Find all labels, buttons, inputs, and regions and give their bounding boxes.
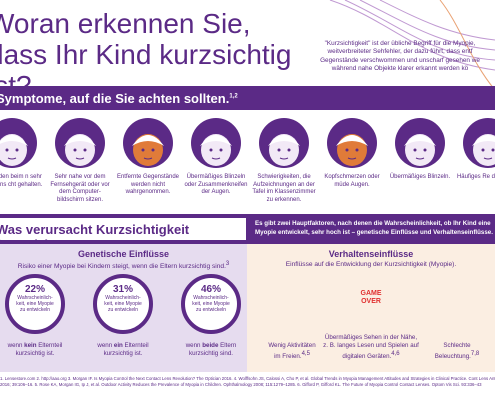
caption: Übermäßiges Sehen in der Nähe, z. B. lan…	[316, 334, 426, 361]
circle-text: Wahrscheinlich- keit, eine Myopie zu ent…	[16, 295, 54, 313]
caption-text: Übermäßiges Sehen in der Nähe, z. B. lan…	[323, 334, 419, 361]
mouth	[143, 157, 153, 160]
hair	[336, 135, 368, 146]
eye	[423, 148, 427, 152]
symptoms-heading: Symptome, auf die Sie achten sollten.1,2	[0, 91, 238, 106]
eye	[209, 148, 213, 152]
causes-heading: Was verursacht Kurzsichtigkeit (Myopie)?	[0, 218, 246, 252]
symptom-label: Sehr nahe vor dem Fernsehgerät oder vor …	[50, 174, 110, 203]
eye	[219, 148, 223, 152]
mouth	[7, 157, 17, 160]
symptom-icon	[259, 118, 309, 168]
eye	[5, 148, 9, 152]
symptom-label: er werden beim n sehr nahe ans cht gehal…	[0, 174, 43, 188]
eye	[491, 148, 495, 152]
percent-circle: 22% Wahrscheinlich- keit, eine Myopie zu …	[5, 274, 65, 334]
eye	[287, 148, 291, 152]
ref: 1,2	[229, 93, 238, 100]
symptom-icon	[327, 118, 377, 168]
percent: 31%	[112, 284, 133, 295]
eye	[277, 148, 281, 152]
caption: wenn kein Elternteil kurzsichtig ist.	[0, 342, 75, 358]
symptom-icon	[395, 118, 445, 168]
hair	[472, 135, 495, 146]
genetics-title: Genetische Einflüsse	[77, 249, 170, 259]
caption: Schlechte Beleuchtung.7,8	[402, 342, 495, 361]
percent: 22%	[24, 284, 45, 295]
symptom-label: Schwierigkeiten, die Aufzeichnungen an d…	[252, 174, 316, 203]
mouth	[483, 157, 493, 160]
circle-text: Wahrscheinlich- keit, eine Myopie zu ent…	[104, 295, 142, 313]
ref: 7,8	[470, 351, 480, 357]
symptom-icon	[0, 118, 37, 168]
caption-text: Schlechte Beleuchtung.	[434, 342, 471, 361]
percent-circle: 31% Wahrscheinlich- keit, eine Myopie zu …	[93, 274, 153, 334]
behavior-subtitle: Einflüsse auf die Entwicklung der Kurzsi…	[285, 261, 457, 268]
eye	[15, 148, 19, 152]
mouth	[279, 157, 289, 160]
swirl-decoration	[329, 0, 495, 91]
caption-text: Wenig Aktivitäten im Freien.	[268, 342, 316, 361]
caption-post: Elternteil kurzsichtig ist.	[103, 342, 149, 357]
caption-post: Eltern kurzsichtig sind.	[188, 342, 237, 357]
caption: wenn ein Elternteil kurzsichtig ist.	[83, 342, 163, 358]
caption-pre: wenn	[185, 342, 203, 349]
symptom-label: Übermäßiges Blinzeln oder Zusammenkneife…	[184, 174, 248, 195]
mouth	[347, 157, 357, 160]
causes-intro: Es gibt zwei Hauptfaktoren, nach denen d…	[255, 220, 493, 236]
hair	[132, 135, 164, 146]
caption-pre: wenn	[97, 342, 114, 349]
mouth	[415, 157, 425, 160]
symptom-icon	[463, 118, 495, 168]
behavior-title: Verhaltenseinflüsse	[328, 249, 414, 259]
percent: 46%	[200, 284, 221, 295]
symptoms-band: Symptome, auf die Sie achten sollten.1,2	[0, 86, 495, 110]
symptom-icon	[55, 118, 105, 168]
eye	[141, 148, 145, 152]
ref: 4,5	[301, 351, 310, 357]
hair	[0, 135, 28, 146]
eye	[481, 148, 485, 152]
caption: wenn beide Eltern kurzsichtig sind.	[171, 342, 251, 358]
eye	[355, 148, 359, 152]
ref: 3	[225, 261, 230, 267]
percent-circle: 46% Wahrscheinlich- keit, eine Myopie zu …	[181, 274, 241, 334]
genetics-panel: Genetische Einflüsse Risiko einer Myopie…	[0, 244, 247, 372]
hair	[64, 135, 96, 146]
hair	[200, 135, 232, 146]
caption-bold: kein	[24, 342, 37, 349]
symptom-icon	[123, 118, 173, 168]
text: Risiko einer Myopie bei Kindern steigt, …	[17, 263, 226, 271]
genetics-subtitle: Risiko einer Myopie bei Kindern steigt, …	[0, 261, 247, 270]
caption-bold: beide	[202, 342, 219, 349]
symptom-icon	[191, 118, 241, 168]
eye	[413, 148, 417, 152]
eye	[73, 148, 77, 152]
causes-band: Was verursacht Kurzsichtigkeit (Myopie)?…	[0, 214, 495, 252]
intro-text: "Kurzsichtigkeit" ist der übliche Begrif…	[320, 40, 480, 73]
hair	[268, 135, 300, 146]
caption-bold: ein	[113, 342, 123, 349]
screen-text: GAME OVER	[360, 290, 382, 305]
eye	[345, 148, 349, 152]
eye	[83, 148, 87, 152]
eye	[151, 148, 155, 152]
circle-text: Wahrscheinlich- keit, eine Myopie zu ent…	[192, 295, 230, 313]
hair	[404, 135, 436, 146]
behavior-panel: Verhaltenseinflüsse Einflüsse auf die En…	[247, 244, 495, 372]
symptom-label: Übermäßiges Blinzeln.	[389, 174, 451, 180]
title: Woran erkennen Sie, dass Ihr Kind kurzsi…	[0, 8, 292, 101]
caption-post: Elternteil kurzsichtig ist.	[15, 342, 63, 357]
references: 1. Lensestore.com 2. http://aao.org 3. M…	[0, 376, 495, 387]
caption: Wenig Aktivitäten im Freien.4,5	[237, 342, 347, 361]
symptom-label: Entfernte Gegenstände werden nicht wahrg…	[116, 174, 180, 195]
heading-text: Symptome, auf die Sie achten sollten.	[0, 91, 230, 106]
symptom-label: Kopfschmerzen oder müde Augen.	[324, 174, 380, 188]
mouth	[75, 157, 85, 160]
symptom-label: Häufiges Re der Augen	[456, 174, 495, 180]
ref: 4,6	[391, 351, 400, 357]
mouth	[211, 157, 221, 160]
caption-pre: wenn	[7, 342, 25, 349]
